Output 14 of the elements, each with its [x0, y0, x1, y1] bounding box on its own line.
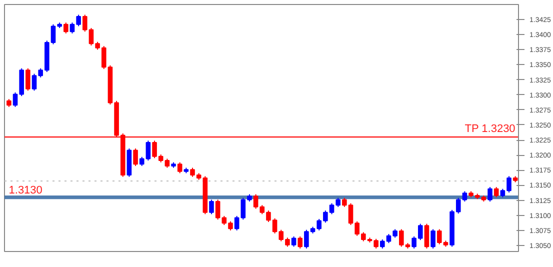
candlestick [488, 186, 492, 202]
candlestick [215, 199, 220, 220]
candlestick [64, 22, 68, 34]
candlestick [133, 148, 138, 166]
candlestick [26, 68, 30, 92]
ref-line-label: TP 1.3230 [464, 123, 516, 136]
candlestick [298, 236, 303, 249]
candlestick [209, 199, 214, 215]
candlestick [494, 186, 499, 198]
candlestick [424, 223, 430, 249]
candlestick [430, 228, 436, 249]
band-label: 1.3130 [8, 184, 42, 196]
candlestick [177, 162, 182, 174]
candlestick [291, 236, 296, 248]
